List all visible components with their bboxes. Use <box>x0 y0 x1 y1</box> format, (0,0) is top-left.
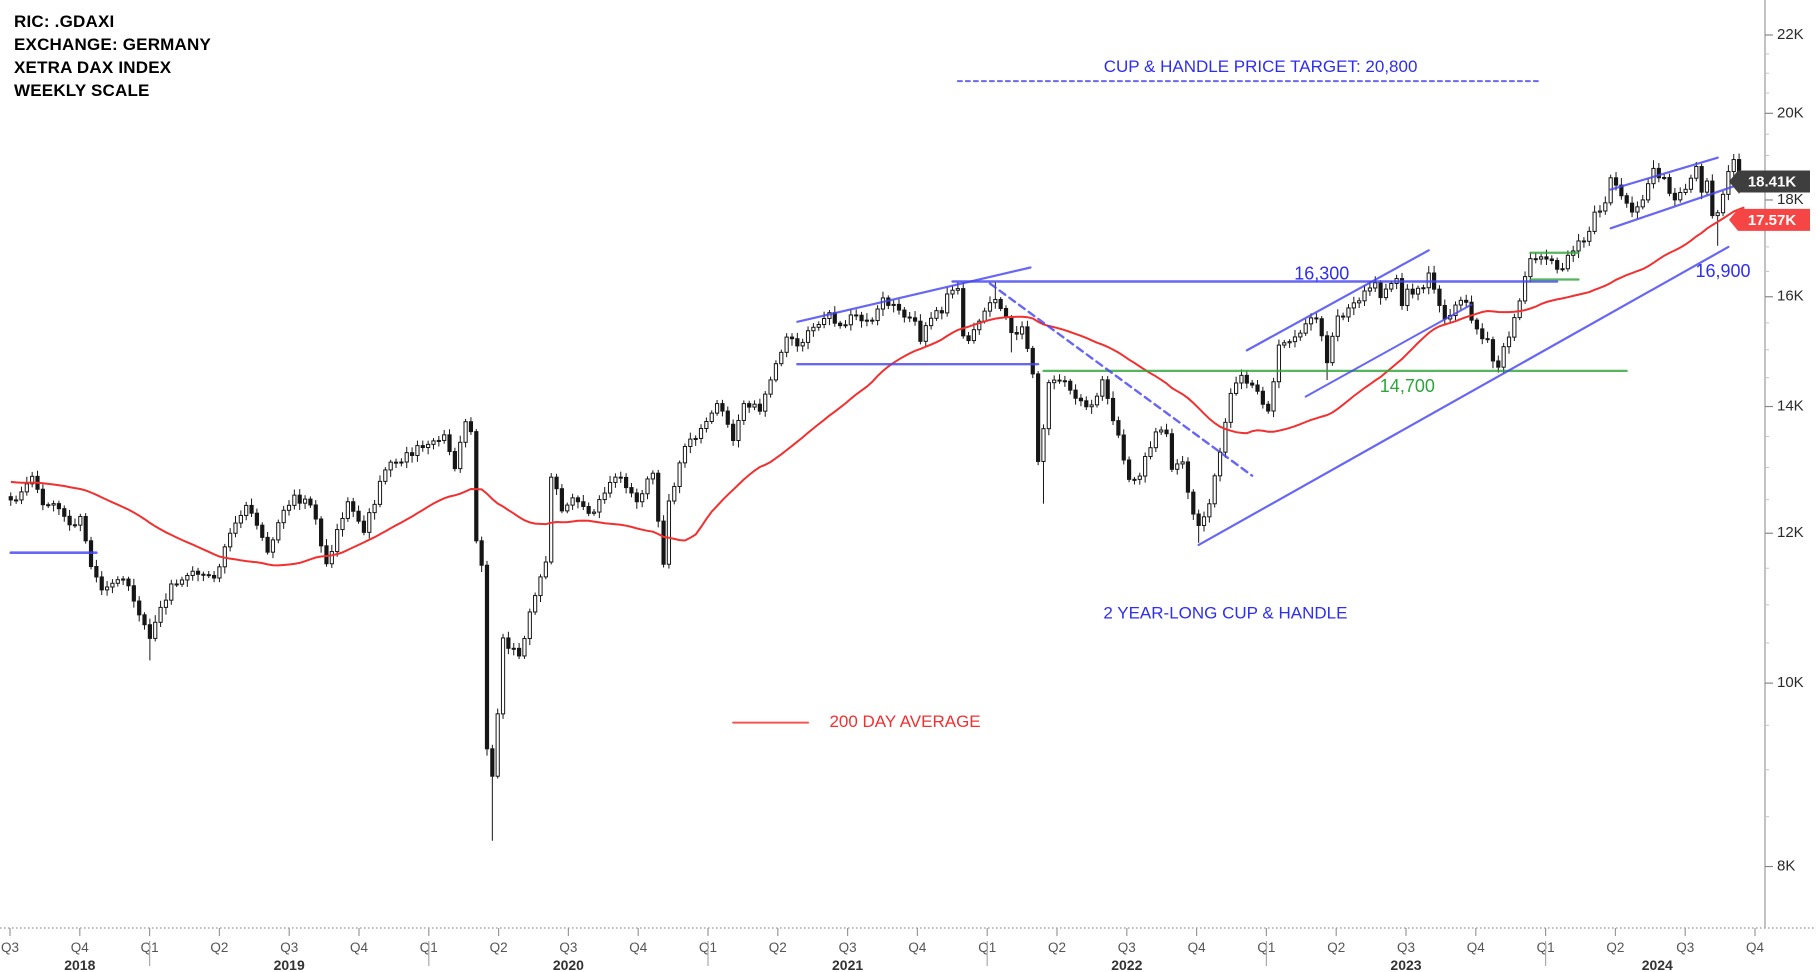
ma-line-layer <box>10 206 1745 567</box>
y-tick-label: 20K <box>1777 104 1804 121</box>
header-scale: WEEKLY SCALE <box>14 81 150 100</box>
trendline-cup-left-dashed <box>988 282 1254 477</box>
year-label: 2018 <box>64 957 95 972</box>
x-tick-label: Q3 <box>1118 940 1136 955</box>
trendline-cup-support-rising <box>1197 245 1730 547</box>
y-tick-label: 22K <box>1777 26 1804 43</box>
year-label: 2022 <box>1111 957 1142 972</box>
ma-200-day-line <box>10 206 1745 567</box>
x-tick-label: Q4 <box>1467 940 1486 955</box>
trendlines-layer <box>9 80 1741 724</box>
year-label: 2019 <box>274 957 305 972</box>
x-tick-label: Q3 <box>839 940 857 955</box>
y-tick-label: 12K <box>1777 524 1804 541</box>
year-label: 2024 <box>1642 957 1673 972</box>
price-badges-layer: 18.41K 17.57K <box>1729 170 1810 231</box>
x-tick-label: Q3 <box>1397 940 1415 955</box>
ma-price-badge: 17.57K <box>1729 208 1810 231</box>
trendline-channel-2024-top <box>1609 156 1719 191</box>
x-tick-label: Q4 <box>1746 940 1765 955</box>
label-14700: 14,700 <box>1380 376 1435 396</box>
year-label: 2020 <box>553 957 584 972</box>
x-tick-label: Q2 <box>210 940 228 955</box>
label-16300: 16,300 <box>1294 264 1349 284</box>
header-index-name: XETRA DAX INDEX <box>14 58 172 77</box>
last-price-badge: 18.41K <box>1729 170 1810 193</box>
x-tick-label: Q4 <box>629 940 648 955</box>
x-tick-label: Q4 <box>350 940 369 955</box>
last-price-badge-text: 18.41K <box>1748 173 1797 190</box>
x-tick-label: Q3 <box>559 940 577 955</box>
y-tick-label: 14K <box>1777 398 1804 415</box>
ma-price-badge-text: 17.57K <box>1748 212 1797 229</box>
x-tick-label: Q4 <box>1188 940 1207 955</box>
x-tick-label: Q3 <box>1 940 19 955</box>
year-label: 2023 <box>1390 957 1421 972</box>
x-tick-label: Q2 <box>1327 940 1345 955</box>
trendline-channel-2024-bottom <box>1609 183 1741 230</box>
x-tick-label: Q3 <box>280 940 298 955</box>
header-ric: RIC: .GDAXI <box>14 12 115 31</box>
label-price-target: CUP & HANDLE PRICE TARGET: 20,800 <box>1104 57 1418 76</box>
x-tick-label: Q2 <box>1606 940 1624 955</box>
year-label: 2021 <box>832 957 863 972</box>
x-tick-label: Q4 <box>908 940 927 955</box>
y-tick-label: 8K <box>1777 858 1795 875</box>
y-tick-label: 10K <box>1777 674 1804 691</box>
x-tick-label: Q4 <box>71 940 90 955</box>
x-tick-label: Q2 <box>769 940 787 955</box>
annotation-text-layer: CUP & HANDLE PRICE TARGET: 20,800 16,300 1… <box>829 57 1750 731</box>
chart-header: RIC: .GDAXI EXCHANGE: GERMANY XETRA DAX … <box>14 10 211 102</box>
y-tick-label: 16K <box>1777 288 1804 305</box>
trendline-ma-parallel-2023 <box>1304 303 1473 398</box>
trendline-wedge-top-2021 <box>796 266 1032 323</box>
label-200-day-average: 200 DAY AVERAGE <box>829 712 980 731</box>
y-tick-label: 18K <box>1777 191 1804 208</box>
trendline-mid-rising-2023 <box>1245 249 1430 352</box>
label-16900: 16,900 <box>1696 261 1751 281</box>
candles-layer <box>8 153 1747 841</box>
header-exchange: EXCHANGE: GERMANY <box>14 35 212 54</box>
label-cup-handle: 2 YEAR-LONG CUP & HANDLE <box>1103 603 1347 622</box>
x-tick-label: Q3 <box>1676 940 1694 955</box>
x-tick-label: Q2 <box>1048 940 1066 955</box>
x-tick-label: Q2 <box>490 940 508 955</box>
